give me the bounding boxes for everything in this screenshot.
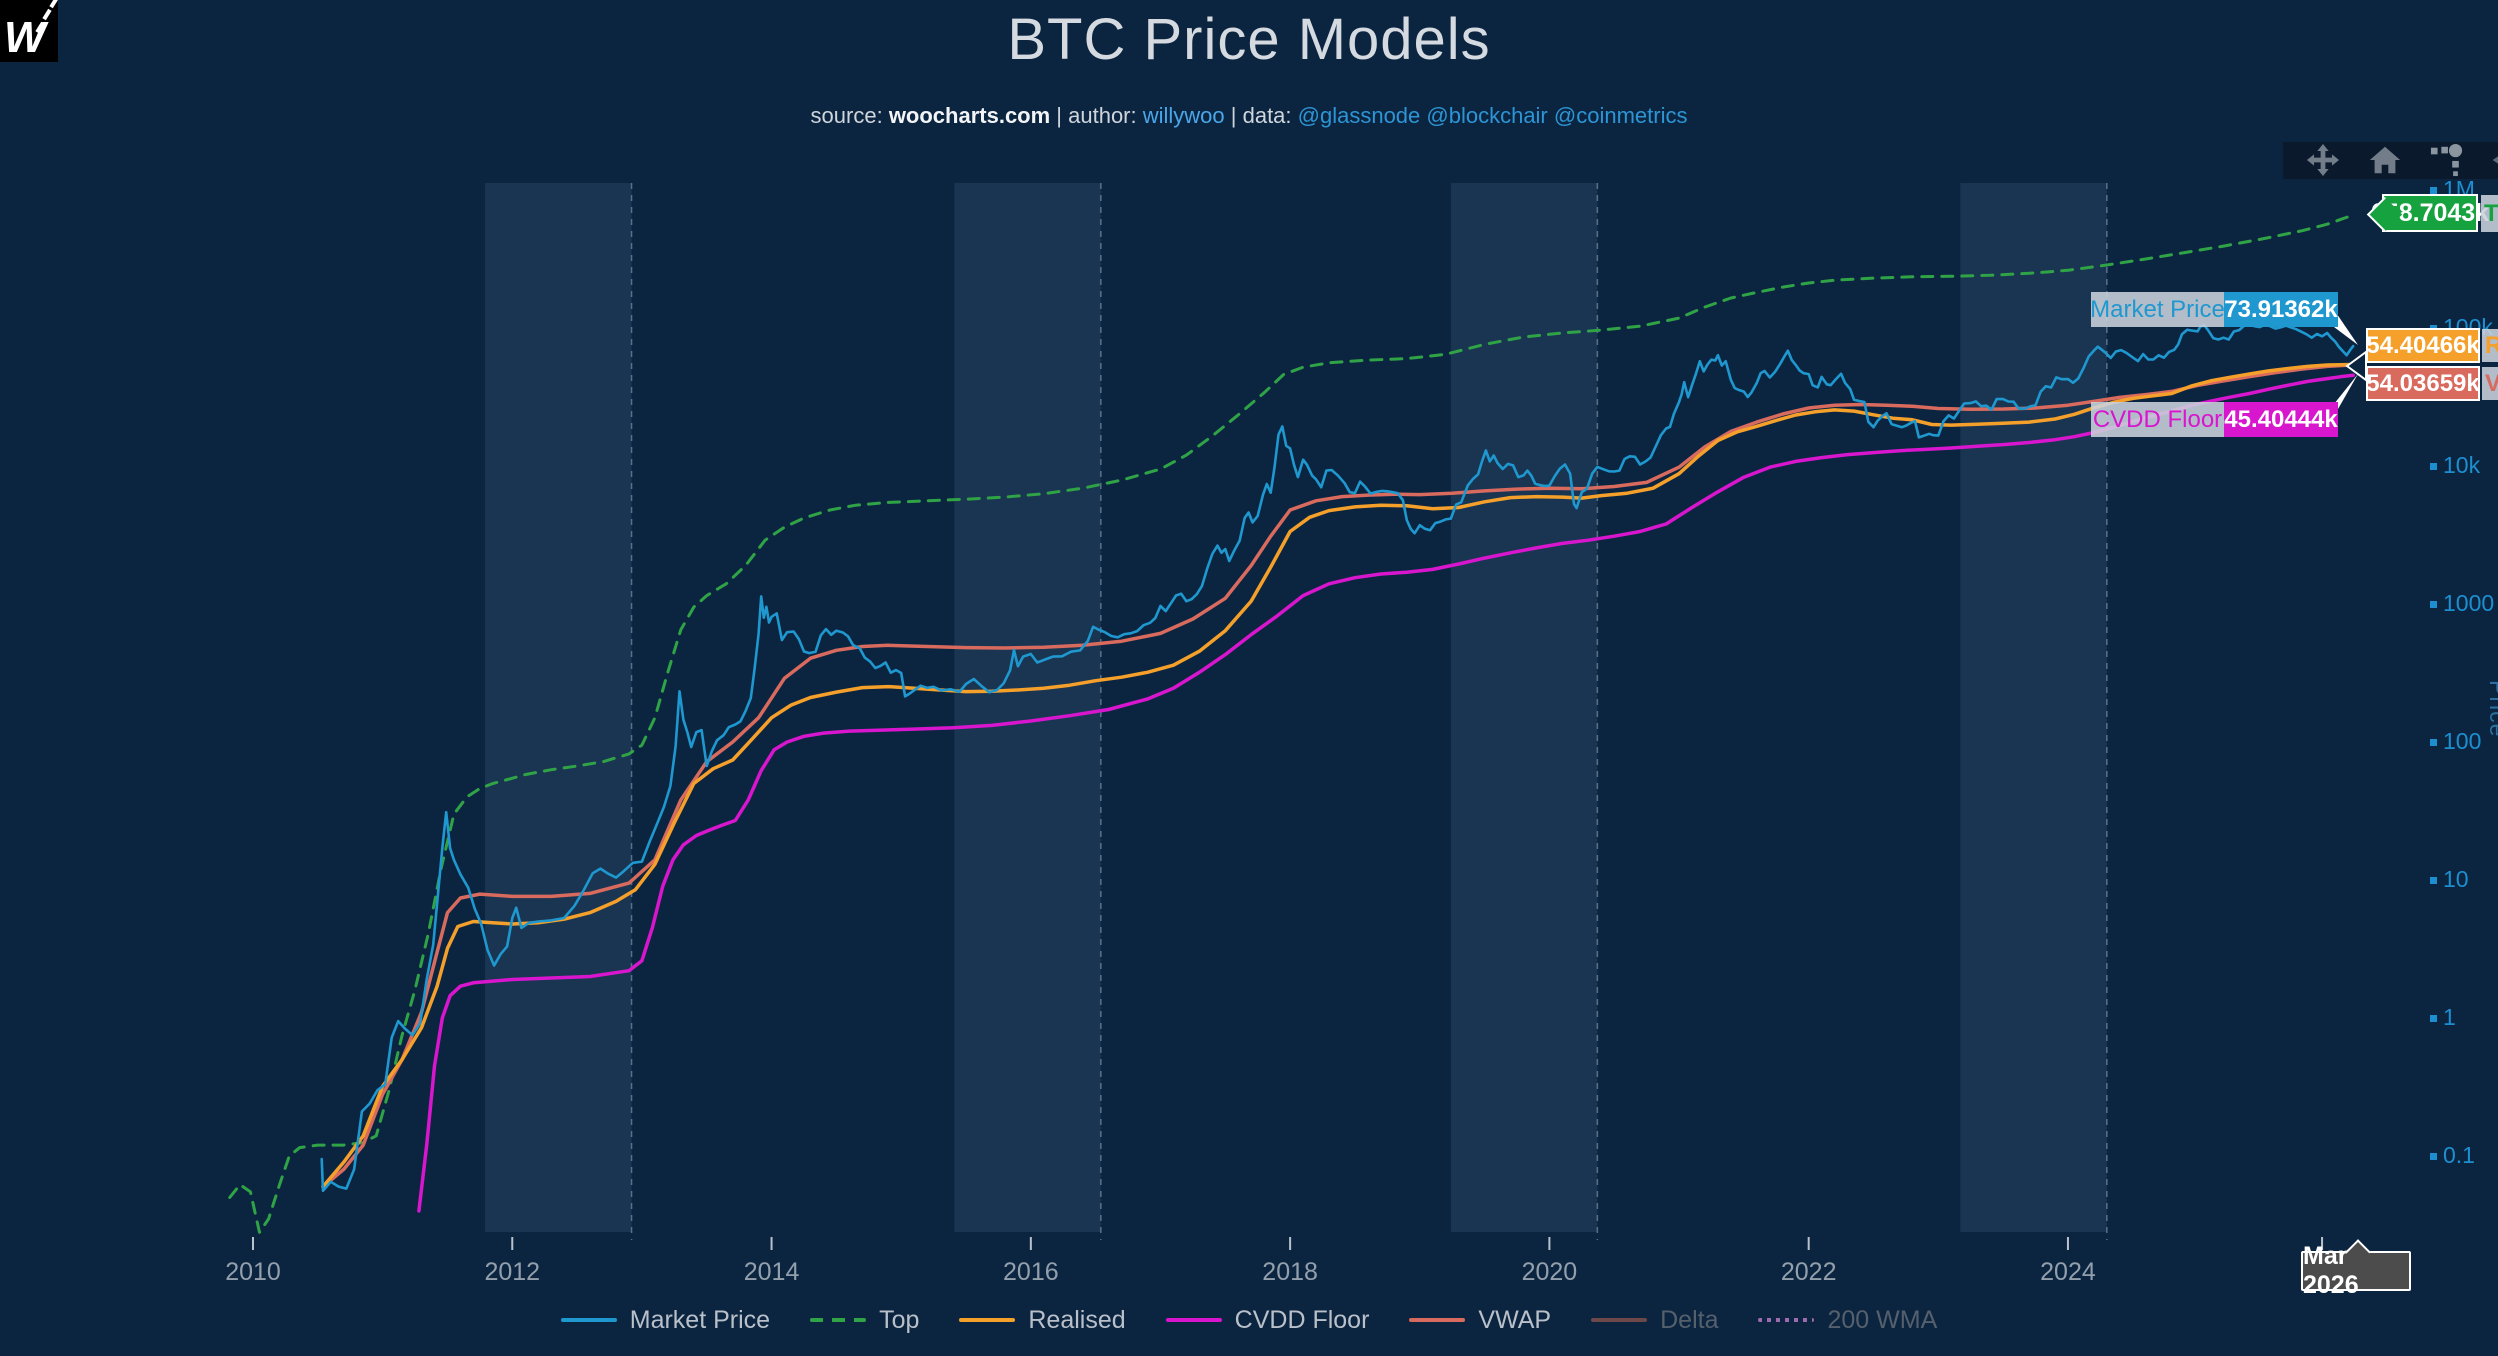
subtitle-text: source: — [810, 103, 889, 128]
legend-line-swatch — [560, 1318, 617, 1322]
logo-letter: W — [4, 13, 46, 62]
top-model-name-stub: T — [2481, 195, 2498, 232]
y-axis-title: Price — [2485, 680, 2498, 738]
legend-item-delta[interactable]: Delta — [1591, 1306, 1718, 1335]
realised-price-tag[interactable]: 54.40466k — [2366, 328, 2480, 363]
legend-label: Delta — [1660, 1305, 1719, 1334]
series-realised[interactable] — [321, 362, 2355, 1189]
pan-icon[interactable] — [2305, 143, 2341, 179]
legend-item-cvdd-floor[interactable]: CVDD Floor — [1165, 1305, 1370, 1335]
legend-line-swatch — [959, 1318, 1016, 1322]
legend-item-vwap[interactable]: VWAP — [1409, 1306, 1551, 1335]
legend-label: Top — [879, 1305, 920, 1334]
vwap-name-stub: V — [2482, 367, 2498, 400]
legend-label: VWAP — [1478, 1305, 1552, 1334]
realised-name-stub: R — [2482, 329, 2498, 362]
chart-legend: Market Price Top Realised CVDD Floor VWAP Del… — [0, 1298, 2498, 1342]
legend-item-200-wma[interactable]: 200 WMA — [1758, 1306, 1937, 1335]
legend-item-realised[interactable]: Realised — [959, 1305, 1126, 1335]
series-vwap[interactable] — [321, 363, 2355, 1189]
cvdd-floor-label[interactable]: CVDD Floor — [2091, 402, 2224, 437]
chart-toolbar — [2283, 142, 2498, 179]
top-model-value: 658.7043k — [2370, 198, 2490, 227]
legend-label: Realised — [1028, 1305, 1126, 1334]
subtitle-text: | data: — [1224, 103, 1298, 128]
legend-item-top[interactable]: Top — [810, 1306, 919, 1335]
cvdd-floor-tag[interactable]: 45.40444k — [2224, 402, 2338, 437]
halving-band — [485, 183, 632, 1232]
series-top[interactable] — [228, 213, 2355, 1234]
page-title: BTC Price Models — [1007, 7, 1491, 72]
legend-label: Market Price — [629, 1305, 771, 1334]
halving-band — [954, 183, 1101, 1232]
market-price-label[interactable]: Market Price — [2090, 292, 2225, 327]
halving-band — [1450, 183, 1598, 1232]
legend-label: CVDD Floor — [1234, 1305, 1370, 1334]
series-market-price[interactable] — [320, 323, 2355, 1193]
legend-line-swatch — [1758, 1318, 1815, 1322]
vwap-price-value: 54.03659k — [2366, 369, 2480, 397]
legend-item-market-price[interactable]: Market Price — [560, 1305, 771, 1335]
top-model-price-tag[interactable]: 658.7043k — [2371, 194, 2489, 232]
x-axis-cursor-label: Mar 2026 — [2301, 1242, 2411, 1299]
legend-line-swatch — [810, 1318, 867, 1322]
author-link[interactable]: willywoo — [1142, 103, 1225, 128]
subtitle-text: | author: — [1050, 103, 1143, 128]
vwap-price-tag[interactable]: 54.03659k — [2366, 366, 2480, 401]
market-price-value: 73.91362k — [2224, 295, 2338, 323]
woocharts-logo[interactable]: W — [0, 0, 59, 62]
cvdd-floor-value: 45.40444k — [2224, 405, 2338, 433]
halving-band — [1960, 183, 2107, 1232]
home-icon[interactable] — [2367, 143, 2403, 179]
legend-line-swatch — [1165, 1318, 1222, 1322]
legend-line-swatch — [1591, 1318, 1648, 1322]
data-source-links[interactable]: @glassnode @blockchair @coinmetrics — [1297, 103, 1688, 128]
collapse-left-icon[interactable] — [2491, 143, 2498, 179]
realised-price-value: 54.40466k — [2366, 331, 2480, 359]
dots-menu-icon[interactable] — [2429, 143, 2465, 179]
legend-label: 200 WMA — [1827, 1305, 1938, 1334]
series-cvdd-floor[interactable] — [417, 373, 2355, 1213]
legend-line-swatch — [1409, 1318, 1466, 1322]
market-price-tag[interactable]: 73.91362k — [2224, 292, 2338, 327]
source-site: woocharts.com — [888, 103, 1051, 128]
source-attribution: source: woocharts.com | author: willywoo… — [0, 103, 2498, 129]
